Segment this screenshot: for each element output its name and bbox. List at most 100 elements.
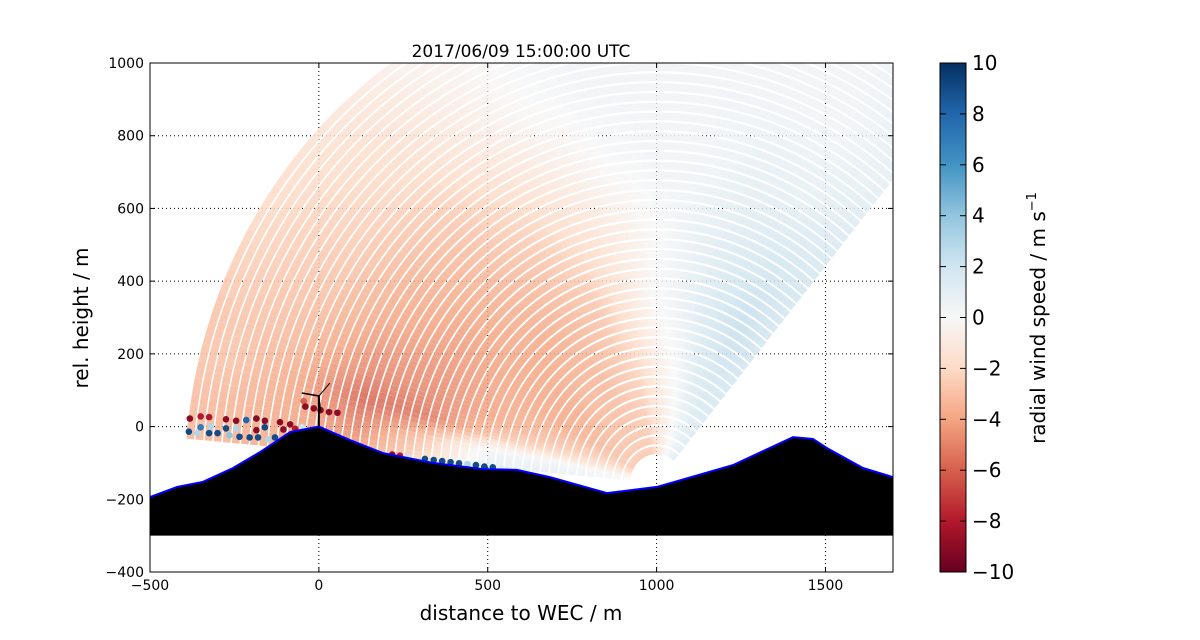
field-cell [615,426,616,427]
field-cell [773,118,779,120]
field-cell [418,348,420,352]
field-cell [617,79,624,80]
field-cell [720,163,725,164]
field-cell [584,403,585,404]
field-cell [348,322,351,328]
field-cell [461,390,462,394]
field-cell [524,175,529,177]
field-cell [570,261,574,263]
field-cell [441,262,445,266]
field-cell [616,207,620,208]
field-cell [310,294,313,300]
field-cell [500,271,503,274]
field-cell [298,387,299,394]
field-cell [362,294,365,300]
field-cell [782,218,786,220]
field-cell [553,91,559,93]
field-cell [497,427,498,430]
field-cell [761,155,766,157]
field-cell [682,88,688,89]
field-cell [585,415,586,416]
field-cell [385,354,387,359]
field-cell [421,242,425,246]
field-cell [574,314,577,316]
field-cell [467,276,470,280]
field-cell [559,266,562,268]
field-cell [307,354,309,361]
field-cell [474,297,477,300]
field-cell [567,242,571,244]
field-cell [771,326,774,328]
field-cell [577,383,579,384]
field-cell [692,434,693,435]
field-cell [461,283,464,287]
field-cell [584,341,586,342]
field-cell [540,211,544,213]
field-cell [536,356,538,358]
field-cell [612,258,616,259]
field-cell [570,178,575,180]
field-cell [498,424,499,427]
field-cell [758,259,762,261]
field-cell [575,347,577,349]
field-cell [557,349,559,351]
field-cell [566,319,569,321]
field-cell [366,251,370,256]
field-cell [832,113,838,116]
field-cell [687,296,690,297]
field-cell [375,310,378,315]
field-cell [700,361,702,362]
field-cell [574,239,578,241]
field-cell [777,161,782,163]
field-cell [465,324,468,328]
field-cell [542,438,543,440]
field-cell [333,403,334,409]
field-cell [542,311,545,313]
field-cell [519,418,520,421]
field-cell [598,429,599,430]
field-cell [561,371,563,373]
field-cell [519,177,524,180]
field-cell [849,217,853,221]
field-cell [592,223,596,224]
field-cell [535,428,536,430]
field-cell [578,186,583,187]
field-cell [813,274,816,277]
field-cell [465,404,466,408]
field-cell [616,318,619,319]
field-cell [705,290,708,291]
field-cell [531,109,537,111]
field-cell [692,317,695,318]
field-cell [455,221,459,225]
field-cell [714,132,720,133]
field-cell [471,172,476,175]
field-cell [511,128,517,131]
field-cell [441,366,443,370]
field-cell [590,112,596,113]
field-cell [482,367,484,370]
field-cell [836,207,840,210]
field-cell [567,284,570,286]
field-cell [854,221,858,225]
field-cell [502,413,503,416]
field-cell [867,171,872,175]
field-cell [552,227,556,229]
field-cell [847,155,852,159]
field-cell [694,401,695,402]
field-cell [769,86,775,88]
field-cell [810,112,816,115]
field-cell [596,392,597,393]
field-cell [621,118,627,119]
field-cell [519,189,524,192]
field-cell [691,217,695,218]
field-cell [773,97,779,99]
field-cell [689,316,692,317]
field-cell [507,118,513,121]
field-cell [691,178,696,179]
field-cell [605,363,607,364]
field-cell [525,111,531,113]
field-cell [609,418,610,419]
field-cell [763,285,766,287]
field-cell [537,106,543,108]
field-cell [628,440,629,441]
